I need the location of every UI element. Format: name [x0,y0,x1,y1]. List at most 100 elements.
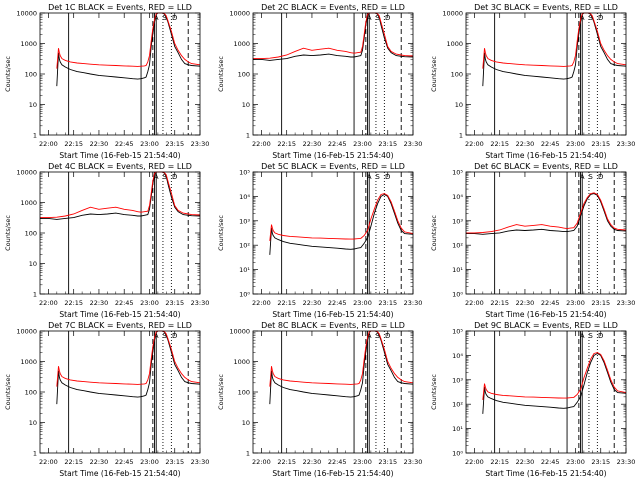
y-tick-label: 10⁴ [452,352,463,360]
y-tick-label: 1000 [20,358,37,366]
x-tick-label: 23:15 [378,299,397,307]
x-tick-label: 22:00 [465,458,484,466]
flag-label: D [598,332,603,340]
x-tick-label: 23:00 [140,458,159,466]
series-line-events [56,12,201,87]
plot-frame [252,171,414,295]
series-line-lld [56,12,201,69]
y-tick-label: 100 [25,230,37,238]
x-tick-label: 22:30 [516,140,535,148]
x-tick-label: 22:00 [465,140,484,148]
y-tick-label: 10⁵ [452,328,463,336]
x-tick-label: 22:30 [516,458,535,466]
x-tick-label: 22:15 [64,299,83,307]
x-tick-label: 22:00 [252,140,271,148]
x-tick-label: 22:15 [277,458,296,466]
y-tick-label: 10 [29,419,37,427]
flag-label: A [154,332,159,340]
flag-label: S [375,173,380,181]
y-tick-label: 1000 [20,199,37,207]
flag-label: S [588,332,593,340]
x-tick-label: 22:00 [252,299,271,307]
x-tick-label: 22:15 [490,140,509,148]
flag-label: A [580,173,585,181]
y-axis-label: Counts/sec [217,56,225,92]
x-tick-label: 22:00 [252,458,271,466]
series-line-events [269,193,414,255]
x-tick-label: 22:45 [328,299,347,307]
plot-frame [465,12,627,136]
series-line-events [56,330,201,405]
y-tick-label: 10000 [16,10,37,18]
panel-det-8: Det 8C BLACK = Events, RED = LLD Counts/s… [217,321,422,478]
x-tick-label: 23:00 [140,299,159,307]
x-axis-label: Start Time (16-Feb-15 21:54:40) [272,151,393,160]
panel-title: Det 7C BLACK = Events, RED = LLD [48,321,192,330]
y-tick-label: 10 [242,101,250,109]
x-tick-label: 23:00 [566,140,585,148]
y-tick-label: 100 [451,71,463,79]
y-tick-label: 10³ [452,217,463,225]
x-tick-label: 22:45 [115,140,134,148]
x-tick-label: 23:30 [617,299,636,307]
y-tick-label: 1000 [233,358,250,366]
x-tick-label: 23:00 [140,140,159,148]
panel-title: Det 2C BLACK = Events, RED = LLD [261,3,405,12]
y-tick-label: 100 [238,389,250,397]
series-line-events [269,330,414,405]
x-axis-label: Start Time (16-Feb-15 21:54:40) [272,310,393,319]
x-tick-label: 22:00 [39,140,58,148]
x-tick-label: 23:30 [617,140,636,148]
flag-label: S [162,173,167,181]
panel-det-2: Det 2C BLACK = Events, RED = LLD Counts/s… [217,3,422,160]
x-tick-label: 22:45 [328,140,347,148]
x-tick-label: 23:00 [353,299,372,307]
x-tick-label: 23:15 [165,458,184,466]
panel-title: Det 3C BLACK = Events, RED = LLD [474,3,618,12]
y-tick-label: 10000 [442,10,463,18]
flag-label: S [375,332,380,340]
y-tick-label: 10000 [16,169,37,177]
plot-frame [252,12,414,136]
x-tick-label: 23:15 [591,458,610,466]
x-tick-label: 22:00 [39,299,58,307]
x-tick-label: 22:15 [277,299,296,307]
y-tick-label: 1000 [20,40,37,48]
x-tick-label: 22:30 [90,299,109,307]
y-tick-label: 10¹ [452,266,463,274]
panel-det-4: Det 4C BLACK = Events, RED = LLD Counts/s… [4,162,209,319]
y-axis-label: Counts/sec [430,56,438,92]
series-line-lld [466,192,627,234]
panel-title: Det 8C BLACK = Events, RED = LLD [261,321,405,330]
y-tick-label: 10000 [16,328,37,336]
x-tick-label: 22:45 [115,299,134,307]
x-tick-label: 23:30 [191,140,210,148]
x-tick-label: 23:30 [404,140,423,148]
flag-label: D [598,173,603,181]
x-tick-label: 22:00 [39,458,58,466]
series-line-events [253,12,414,61]
x-tick-label: 22:30 [303,140,322,148]
x-axis-label: Start Time (16-Feb-15 21:54:40) [485,469,606,478]
flag-label: S [588,14,593,22]
y-tick-label: 10⁰ [452,291,463,299]
plot-frame [39,12,201,136]
x-tick-label: 23:00 [353,140,372,148]
y-tick-label: 1 [33,291,37,299]
x-tick-label: 22:15 [277,140,296,148]
x-tick-label: 23:15 [165,299,184,307]
y-tick-label: 10³ [239,217,250,225]
x-axis-label: Start Time (16-Feb-15 21:54:40) [485,151,606,160]
y-tick-label: 10⁵ [239,169,250,177]
flag-label: D [385,332,390,340]
flag-label: S [162,332,167,340]
y-tick-label: 100 [25,71,37,79]
flag-label: S [588,173,593,181]
plot-frame [465,330,627,454]
x-tick-label: 22:30 [90,458,109,466]
panel-det-3: Det 3C BLACK = Events, RED = LLD Counts/s… [430,3,635,160]
y-tick-label: 1 [33,132,37,140]
y-tick-label: 10 [242,419,250,427]
y-tick-label: 10³ [452,376,463,384]
panel-det-6: Det 6C BLACK = Events, RED = LLD Counts/s… [430,162,635,319]
